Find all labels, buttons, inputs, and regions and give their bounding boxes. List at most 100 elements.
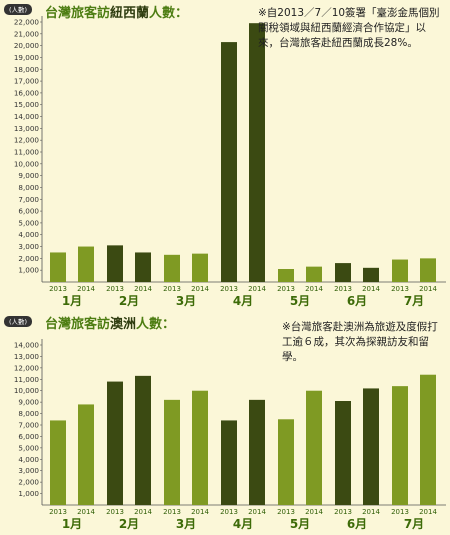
- nz-note: ※自2013／7／10簽署「臺澎金馬個別關稅領域與紐西蘭經濟合作協定」以來，台灣…: [258, 7, 440, 49]
- au-year-label: 2013: [391, 508, 409, 516]
- australia-chart: (人數) 台灣旅客訪澳洲人數： 1,000 2,000 3,000 4,000 5,000 6…: [4, 316, 446, 531]
- nz-month-label: 3月: [176, 294, 196, 308]
- nz-unit-label: (人數): [9, 5, 27, 14]
- au-y-tick-label: 4,000: [18, 455, 39, 464]
- au-y-tick-label: 12,000: [14, 363, 40, 372]
- au-year-label: 2014: [305, 508, 323, 516]
- au-y-tick-label: 1,000: [18, 489, 39, 498]
- new-zealand-chart: (人數) 台灣旅客訪紐西蘭人數： 1,000 2,000 3,000 4,000 5,000…: [4, 4, 446, 308]
- au-bar-2013-1: [50, 420, 66, 505]
- au-year-label: 2013: [106, 508, 124, 516]
- nz-y-tick-label: 5,000: [18, 218, 39, 227]
- nz-bar-2013-3: [164, 254, 180, 282]
- au-year-label: 2014: [419, 508, 437, 516]
- au-year-label: 2014: [248, 508, 266, 516]
- nz-y-tick-label: 9,000: [18, 171, 39, 180]
- nz-year-label: 2013: [49, 285, 67, 293]
- au-y-tick-label: 5,000: [18, 443, 39, 452]
- au-year-label: 2013: [220, 508, 238, 516]
- nz-month-label: 6月: [347, 294, 367, 308]
- nz-y-tick-label: 7,000: [18, 195, 39, 204]
- au-bar-2013-5: [278, 419, 294, 505]
- nz-unit-badge: (人數): [4, 4, 32, 15]
- nz-bar-2014-6: [363, 267, 379, 282]
- au-y-tick-label: 10,000: [14, 386, 40, 395]
- au-y-tick-label: 11,000: [14, 375, 40, 384]
- au-bar-2014-7: [420, 374, 436, 505]
- au-title-part: 人數：: [136, 316, 175, 332]
- au-month-label: 3月: [176, 517, 196, 531]
- au-year-label: 2013: [49, 508, 67, 516]
- nz-y-tick-label: 11,000: [14, 148, 40, 157]
- nz-year-label: 2014: [305, 285, 323, 293]
- nz-year-label: 2014: [362, 285, 380, 293]
- nz-bar-2013-7: [392, 259, 408, 282]
- au-title-part: 台灣旅客訪: [45, 316, 110, 332]
- nz-y-tick-label: 18,000: [14, 65, 40, 74]
- nz-bar-2014-3: [192, 253, 208, 282]
- au-year-label: 2014: [134, 508, 152, 516]
- nz-unit-badge-bg: [4, 4, 32, 15]
- nz-year-label: 2013: [334, 285, 352, 293]
- nz-bar-2014-1: [78, 246, 94, 282]
- au-month-label: 2月: [119, 517, 139, 531]
- au-y-tick-label: 9,000: [18, 398, 39, 407]
- nz-title-part: 紐西蘭: [110, 5, 149, 21]
- nz-year-label: 2014: [419, 285, 437, 293]
- nz-y-tick-label: 4,000: [18, 230, 39, 239]
- au-bar-2013-7: [392, 386, 408, 505]
- nz-y-tick-label: 12,000: [14, 136, 40, 145]
- au-note: ※台灣旅客赴澳洲為旅遊及度假打工逾６成，其次為探親訪友和留學。: [282, 321, 438, 363]
- nz-y-tick-label: 21,000: [14, 29, 40, 38]
- au-year-label: 2013: [334, 508, 352, 516]
- nz-year-label: 2014: [134, 285, 152, 293]
- au-year-label: 2014: [362, 508, 380, 516]
- nz-bar-2013-4: [221, 42, 237, 282]
- au-y-tick-label: 7,000: [18, 421, 39, 430]
- nz-y-tick-label: 17,000: [14, 77, 40, 86]
- au-y-tick-label: 8,000: [18, 409, 39, 418]
- nz-month-label: 2月: [119, 294, 139, 308]
- au-year-label: 2013: [277, 508, 295, 516]
- au-bar-2014-2: [135, 375, 151, 505]
- au-month-label: 4月: [233, 517, 253, 531]
- nz-bar-2014-5: [306, 266, 322, 282]
- nz-year-label: 2013: [106, 285, 124, 293]
- au-unit-badge: (人數): [4, 316, 32, 327]
- nz-bar-2014-2: [135, 252, 151, 282]
- nz-y-tick-label: 19,000: [14, 53, 40, 62]
- nz-y-tick-label: 20,000: [14, 41, 40, 50]
- nz-bar-2013-2: [107, 245, 123, 282]
- au-chart-title: 台灣旅客訪澳洲人數：: [45, 316, 175, 332]
- au-bar-2014-3: [192, 390, 208, 505]
- nz-bar-2014-4: [249, 23, 265, 282]
- au-y-tick-label: 2,000: [18, 478, 39, 487]
- au-bar-2014-5: [306, 390, 322, 505]
- nz-month-label: 1月: [62, 294, 82, 308]
- nz-y-tick-label: 22,000: [14, 18, 40, 27]
- au-month-label: 5月: [290, 517, 310, 531]
- au-bar-2014-6: [363, 388, 379, 505]
- nz-year-label: 2013: [163, 285, 181, 293]
- au-bar-2014-4: [249, 399, 265, 505]
- nz-y-tick-label: 2,000: [18, 254, 39, 263]
- au-unit-badge-bg: [4, 316, 32, 327]
- au-bar-2013-6: [335, 401, 351, 505]
- nz-month-label: 5月: [290, 294, 310, 308]
- au-y-tick-label: 14,000: [14, 341, 40, 350]
- au-unit-label: (人數): [9, 317, 27, 326]
- au-y-tick-label: 3,000: [18, 466, 39, 475]
- nz-y-tick-label: 6,000: [18, 207, 39, 216]
- nz-y-tick-label: 14,000: [14, 112, 40, 121]
- nz-bar-2013-6: [335, 263, 351, 282]
- nz-title-part: 台灣旅客訪: [45, 5, 110, 21]
- nz-year-label: 2013: [277, 285, 295, 293]
- nz-y-tick-label: 3,000: [18, 242, 39, 251]
- au-month-label: 1月: [62, 517, 82, 531]
- nz-bar-2013-1: [50, 252, 66, 282]
- nz-y-tick-label: 10,000: [14, 159, 40, 168]
- nz-y-tick-label: 8,000: [18, 183, 39, 192]
- au-month-label: 7月: [404, 517, 424, 531]
- nz-y-tick-label: 1,000: [18, 266, 39, 275]
